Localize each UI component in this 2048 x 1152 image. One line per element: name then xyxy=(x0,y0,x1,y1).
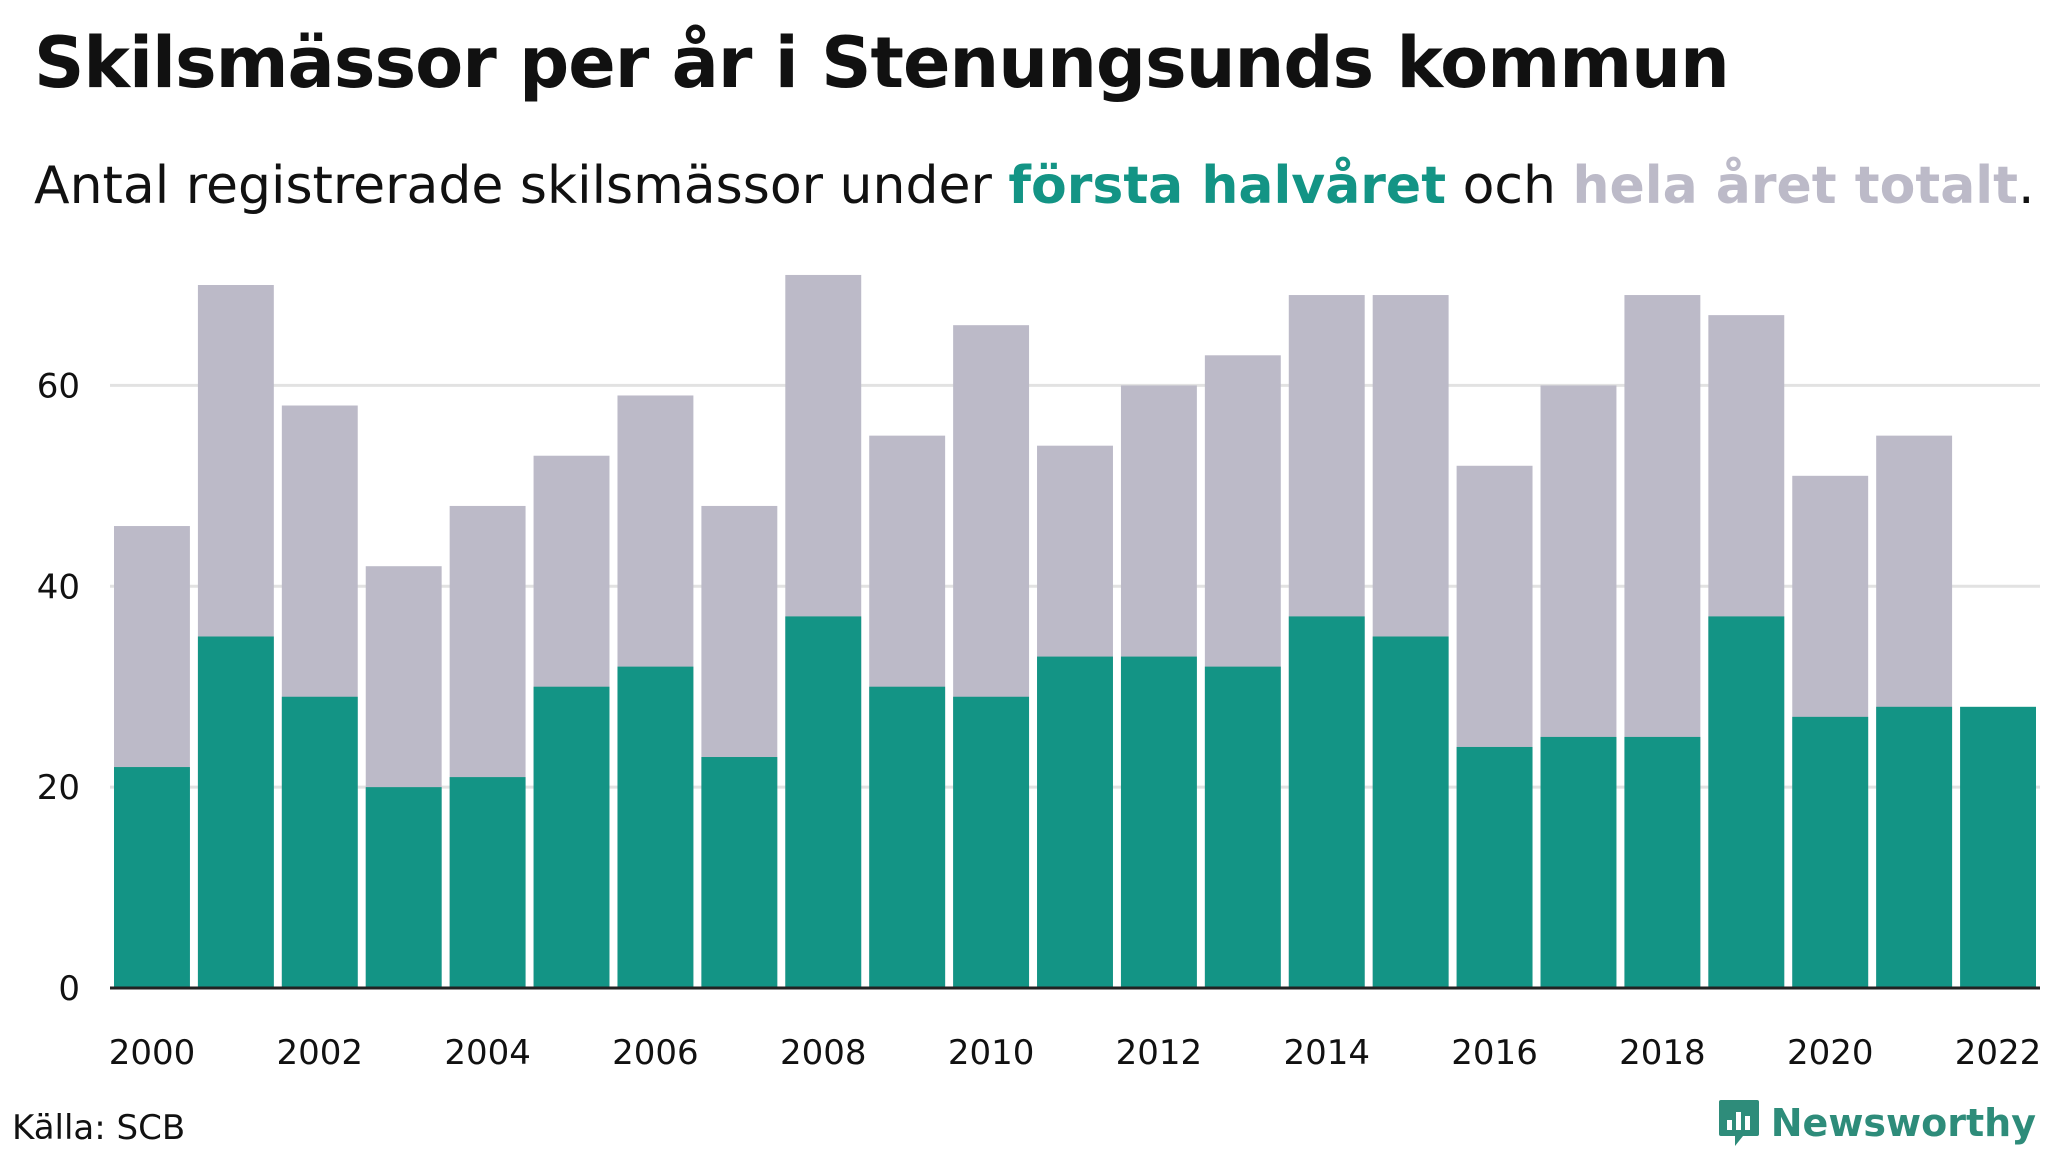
y-tick-label: 60 xyxy=(37,366,80,406)
bar-half-2015 xyxy=(1372,636,1449,988)
bar-half-2014 xyxy=(1288,616,1365,988)
y-tick-label: 20 xyxy=(37,768,80,808)
bars xyxy=(114,274,2036,989)
x-axis-ticks: 2000 2002 2004 2006 2008 2010 2012 2014 2016 2018… xyxy=(109,1033,2042,1073)
x-tick-label: 2002 xyxy=(277,1033,364,1073)
bar-half-2010 xyxy=(953,696,1030,988)
brand-name: Newsworthy xyxy=(1770,1101,2036,1145)
bar-half-2011 xyxy=(1037,656,1113,988)
x-tick-label: 2012 xyxy=(1116,1033,1203,1073)
source-label: Källa: SCB xyxy=(12,1108,186,1148)
bar-chart: 0 20 40 60 2000 2002 2004 2006 2008 2010 2012 2014… xyxy=(37,274,2042,1073)
x-tick-label: 2008 xyxy=(780,1033,867,1073)
bar-half-2020 xyxy=(1792,716,1869,988)
bar-half-2016 xyxy=(1456,746,1533,988)
bar-half-2017 xyxy=(1540,736,1617,988)
y-tick-label: 0 xyxy=(58,969,80,1009)
bar-half-2018 xyxy=(1624,736,1701,988)
x-tick-label: 2022 xyxy=(1955,1033,2042,1073)
y-axis-ticks: 0 20 40 60 xyxy=(37,366,80,1009)
newsworthy-logo-icon xyxy=(1718,1100,1759,1146)
x-tick-label: 2018 xyxy=(1619,1033,1706,1073)
bar-half-2001 xyxy=(197,636,274,988)
x-tick-label: 2020 xyxy=(1787,1033,1874,1073)
bar-half-2000 xyxy=(114,767,190,988)
y-tick-label: 40 xyxy=(37,567,80,607)
bar-half-2022 xyxy=(1960,706,2036,988)
bar-half-2019 xyxy=(1708,616,1785,988)
bar-half-2008 xyxy=(785,616,862,988)
bar-half-2009 xyxy=(869,686,946,988)
bar-half-2013 xyxy=(1204,666,1281,988)
bar-half-2004 xyxy=(449,777,526,988)
x-tick-label: 2016 xyxy=(1451,1033,1538,1073)
brand: Newsworthy xyxy=(1717,1098,2036,1148)
bar-half-2002 xyxy=(281,696,358,988)
subtitle-prefix: Antal registrerade skilsmässor under xyxy=(34,156,1009,216)
chart-title: Skilsmässor per år i Stenungsunds kommun xyxy=(34,22,1730,104)
subtitle-series-total: hela året totalt xyxy=(1572,156,2018,216)
bar-half-2005 xyxy=(533,686,610,988)
subtitle-suffix: . xyxy=(2017,156,2035,216)
bar-half-2003 xyxy=(365,787,442,988)
x-tick-label: 2006 xyxy=(612,1033,699,1073)
x-tick-label: 2010 xyxy=(948,1033,1035,1073)
bar-half-2006 xyxy=(617,666,694,988)
x-tick-label: 2014 xyxy=(1283,1033,1370,1073)
bar-half-2012 xyxy=(1120,656,1197,988)
bar-half-2021 xyxy=(1876,706,1953,988)
x-tick-label: 2000 xyxy=(109,1033,196,1073)
subtitle-series-half: första halvåret xyxy=(1008,156,1447,216)
bar-half-2007 xyxy=(701,757,778,988)
subtitle-middle: och xyxy=(1446,156,1573,216)
x-tick-label: 2004 xyxy=(444,1033,531,1073)
chart-subtitle: Antal registrerade skilsmässor under för… xyxy=(34,156,2035,216)
